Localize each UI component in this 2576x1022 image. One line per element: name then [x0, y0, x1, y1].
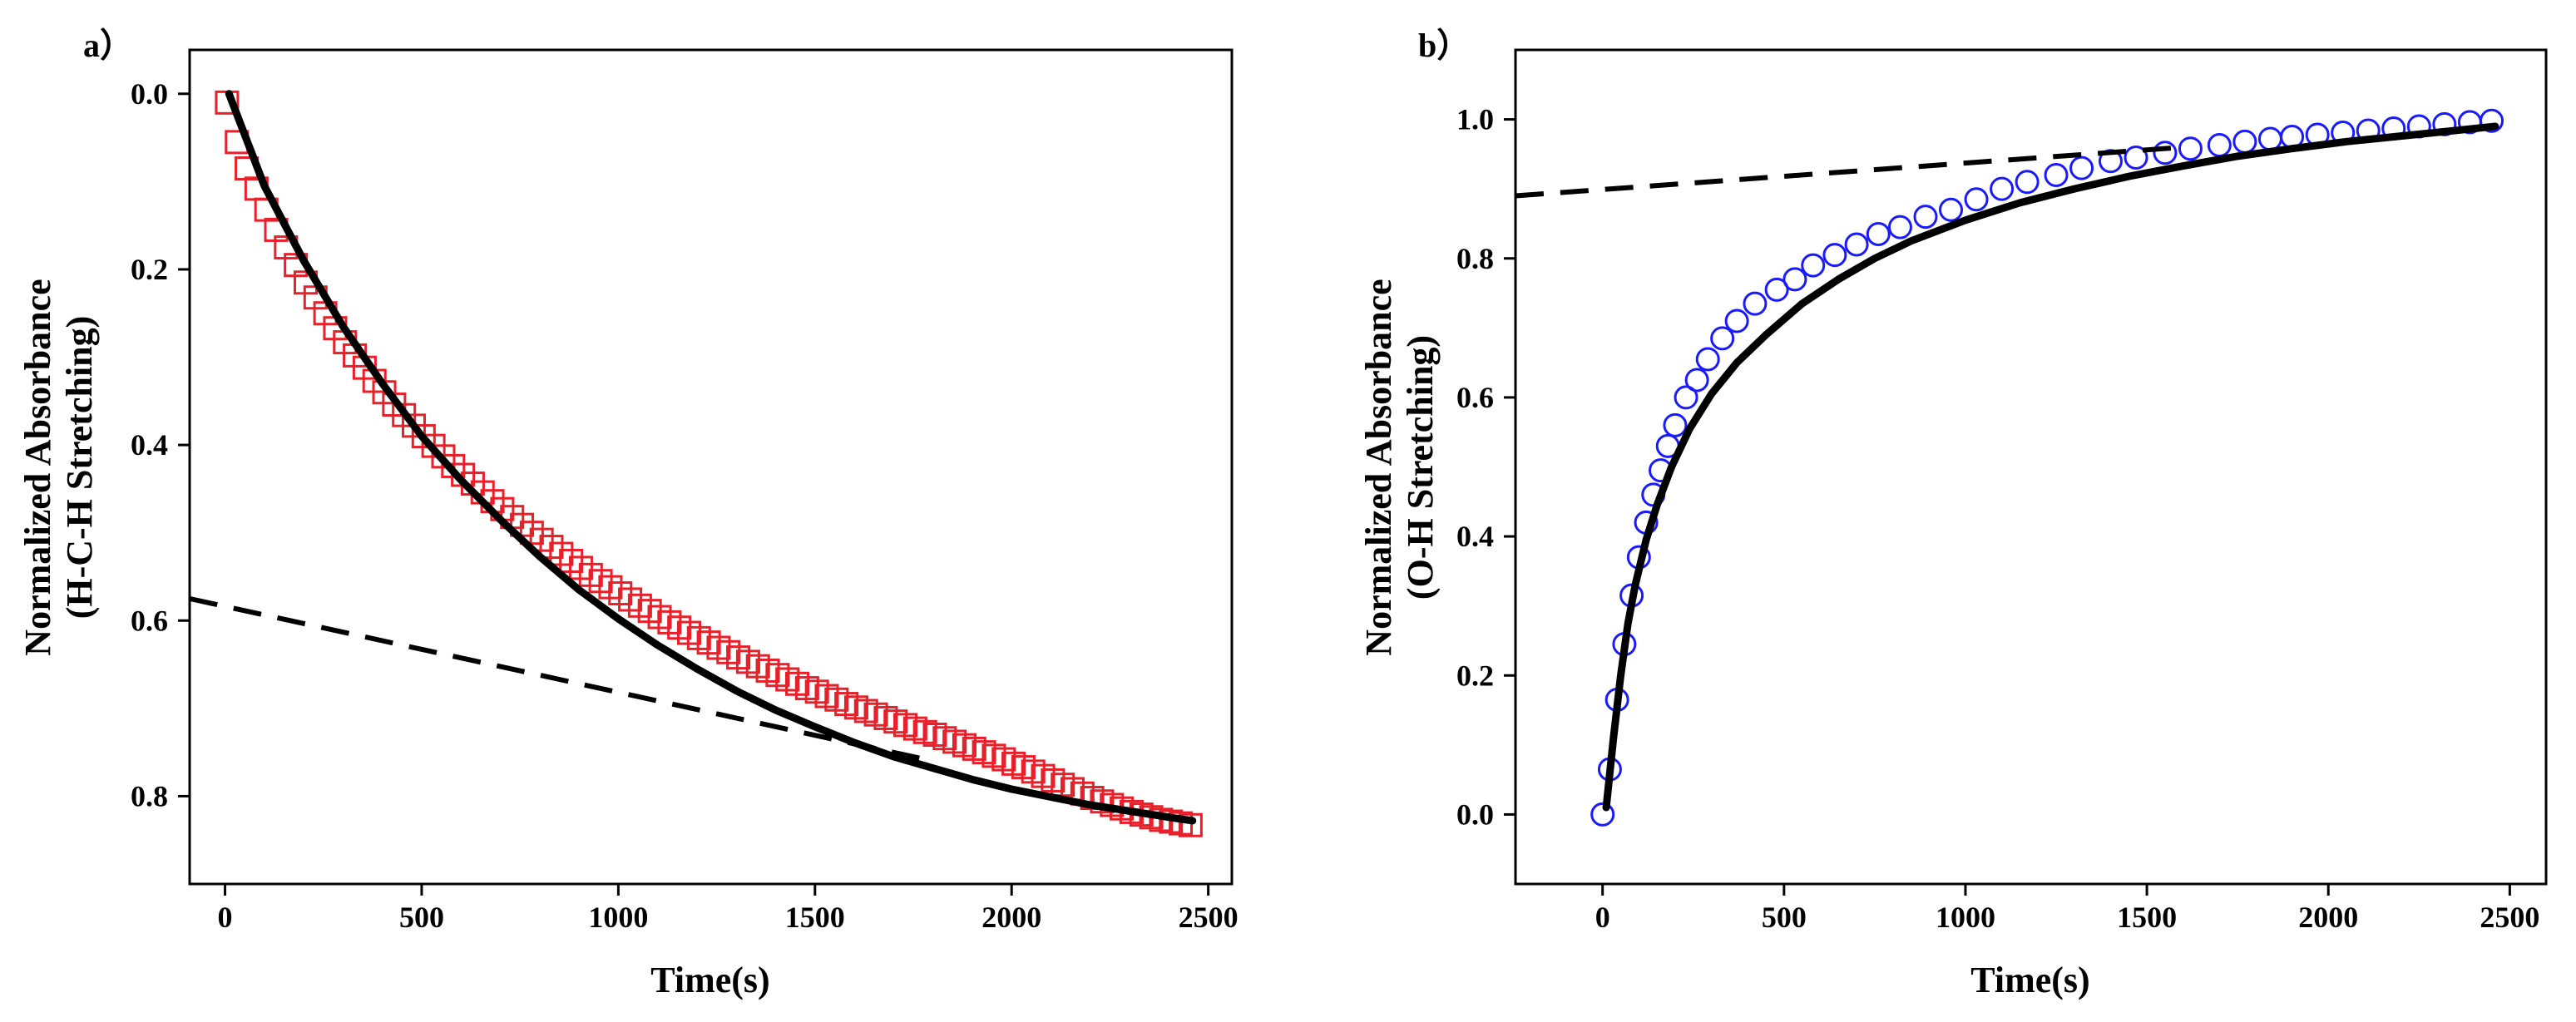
panel-b-data-point [2124, 146, 2148, 170]
panel-a-y-tick-label: 0.8 [131, 779, 168, 812]
panel-b-data-point [1844, 232, 1869, 257]
panel-b-x-tick-label: 0 [1595, 901, 1610, 934]
panel-b-data-point [2178, 136, 2203, 161]
panel-b-data-point [1801, 253, 1826, 278]
panel-b-y-tick-label: 1.0 [1456, 103, 1494, 136]
panel-a-data-point [1178, 812, 1203, 837]
panel-b-data-point [1764, 277, 1789, 302]
panel-a-fit-line [225, 90, 1197, 825]
panel-a-x-tick-label: 0 [218, 901, 233, 934]
panel-b-x-tick-label: 1500 [2117, 901, 2177, 934]
panel-b-data-point [1822, 243, 1847, 268]
panel-b-data-point [2257, 126, 2282, 151]
panel-a-x-tick-label: 500 [399, 901, 444, 934]
panel-b-data-point [1990, 176, 2015, 201]
panel-b-x-tick-label: 2500 [2480, 901, 2539, 934]
panel-b-data-point [1684, 368, 1709, 393]
panel-b-data-point [1939, 197, 1964, 222]
panel-a-label: a） [83, 27, 133, 64]
panel-b-data-point [2153, 141, 2178, 165]
panel-b-data-point [1964, 187, 1989, 212]
panel-b-x-tick-label: 1000 [1936, 901, 1995, 934]
panel-b-data-point [1695, 347, 1720, 372]
panel-b-y-axis-title-line2: (O-H Stretching) [1400, 335, 1441, 600]
panel-b-data-point [1866, 221, 1891, 246]
panel-b-x-axis-title: Time(s) [1970, 960, 2089, 1000]
panel-b-y-tick-label: 0.8 [1456, 242, 1494, 275]
panel-b-data-point [1674, 385, 1698, 410]
panel-b-data-point [1710, 326, 1735, 351]
panel-a-y-axis-title-line1: Normalized Absorbance [17, 279, 58, 655]
panel-b-data-point [2015, 170, 2040, 195]
panel-a-x-tick-label: 2000 [981, 901, 1041, 934]
panel-b-y-tick-label: 0.0 [1456, 797, 1494, 831]
panel-a-x-axis-title: Time(s) [650, 960, 769, 1000]
panel-b-fit-line [1602, 122, 2499, 812]
panel-b-x-tick-label: 500 [1762, 901, 1807, 934]
panel-a-frame [188, 48, 1234, 886]
panel-a-y-tick-label: 0.0 [131, 77, 168, 111]
panel-a-y-tick-label: 0.4 [131, 428, 168, 462]
panel-a-y-tick-label: 0.2 [131, 253, 168, 286]
panel-b-data-point [2480, 108, 2504, 133]
panel-b-data-point [1913, 205, 1938, 230]
panel-b-data-point [1724, 309, 1749, 333]
panel-a-x-tick-label: 2500 [1179, 901, 1239, 934]
panel-b-y-axis-title-line1: Normalized Absorbance [1358, 279, 1399, 655]
panel-b-x-tick-label: 2000 [2298, 901, 2358, 934]
panel-a-x-tick-label: 1000 [588, 901, 648, 934]
panel-a-y-axis-title-line2: (H-C-H Stretching) [59, 316, 100, 620]
panel-b-data-point [1663, 412, 1688, 437]
panel-a: a） 0 500 1000 1500 2000 2500 0.0 0.2 0.4 0.6 0.8 T… [17, 27, 1239, 1000]
panel-b: b） 0 500 1000 1500 2000 2500 0.0 0.2 0.4 0.6 0.8 1.… [1358, 27, 2548, 1000]
panel-a-linear-line [189, 595, 934, 764]
panel-b-data-point [1743, 291, 1768, 316]
panel-b-y-tick-label: 0.2 [1456, 659, 1494, 692]
panel-a-x-tick-label: 1500 [785, 901, 845, 934]
panel-b-data-point [2069, 156, 2094, 180]
panel-b-data-point [1590, 802, 1615, 827]
panel-b-label: b） [1418, 27, 1470, 64]
panel-b-data-point [2232, 129, 2257, 154]
panel-b-linear-line [1515, 145, 2183, 199]
panel-b-frame [1514, 48, 2548, 886]
panel-a-y-tick-label: 0.6 [131, 604, 168, 637]
panel-b-data-point [2044, 162, 2069, 187]
panel-b-data-point [2207, 133, 2232, 158]
panel-b-y-tick-label: 0.4 [1456, 520, 1494, 553]
panel-b-y-tick-label: 0.6 [1456, 381, 1494, 414]
panel-b-data-point [1782, 267, 1807, 292]
panel-b-data-point [1887, 215, 1912, 239]
